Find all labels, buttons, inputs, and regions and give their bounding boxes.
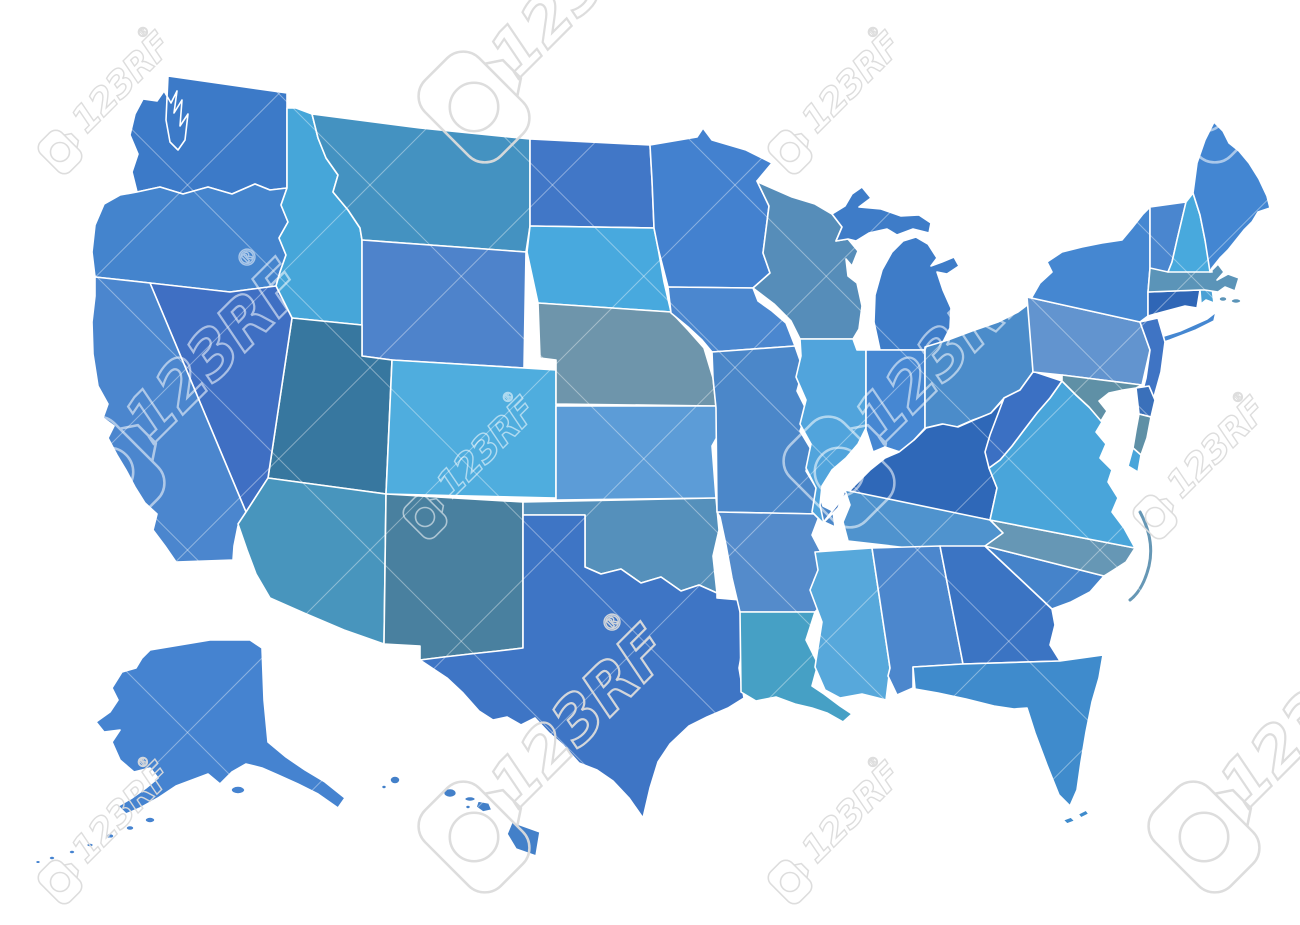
- state-kansas: [555, 405, 723, 501]
- state-michigan-upper-peninsula: [831, 186, 932, 242]
- state-maryland: [1061, 374, 1143, 422]
- outer-banks-islands: [1128, 510, 1153, 602]
- watermark-unit: [33, 748, 182, 909]
- state-north-carolina: [984, 519, 1136, 577]
- state-west-virginia: [984, 371, 1063, 469]
- state-north-dakota: [529, 138, 655, 229]
- state-south-dakota: [526, 225, 672, 313]
- florida-keys: [1062, 809, 1090, 825]
- state-new-york: [1026, 206, 1151, 323]
- state-washington: [129, 75, 288, 195]
- states-layer: [34, 75, 1271, 865]
- state-minnesota: [649, 127, 773, 289]
- state-delaware: [1135, 385, 1156, 418]
- state-arizona: [237, 477, 387, 645]
- state-arkansas: [716, 511, 827, 613]
- virginia-eastern-shore: [1127, 447, 1142, 473]
- watermark-unit: [763, 18, 912, 179]
- state-florida: [912, 654, 1104, 807]
- state-louisiana: [739, 611, 853, 723]
- nantucket-island: [1230, 297, 1242, 305]
- watermark-unit: [1137, 598, 1300, 904]
- marthas-vineyard-island: [1218, 295, 1228, 303]
- hawaiian-islands: [380, 775, 541, 857]
- watermark-unit: [763, 748, 912, 909]
- maryland-eastern-shore: [1132, 413, 1152, 456]
